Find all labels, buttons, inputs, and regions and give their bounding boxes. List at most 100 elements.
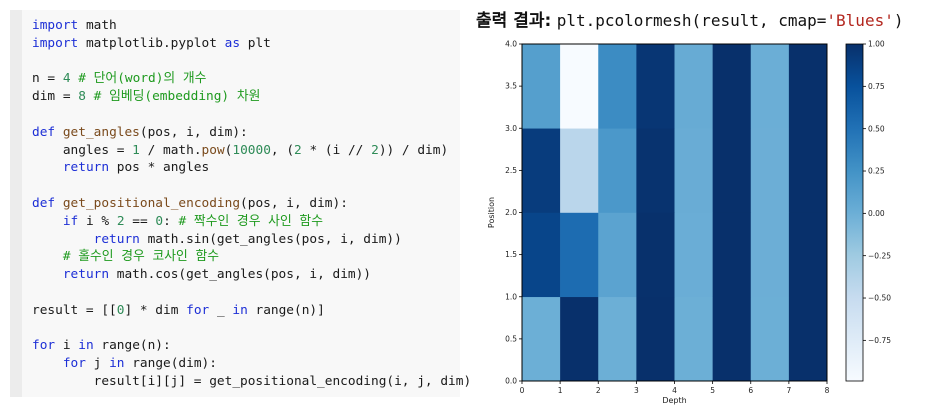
x-tick-label: 4 [672, 386, 677, 395]
code-token: math.sin(get_angles(pos, i, dim)) [139, 231, 402, 247]
output-code-string: 'Blues' [826, 11, 894, 30]
code-token: import [32, 18, 79, 33]
colorbar-axis: 1.00 0.75 0.50 0.25 0.00 −0.25 −0.50 −0.75 [863, 40, 891, 345]
code-token: , ( [270, 142, 295, 158]
code-line: # 홀수인 경우 코사인 함수 [32, 248, 471, 266]
heatmap-cell [788, 296, 828, 382]
code-token: return [62, 160, 110, 176]
y-axis-label: Position [487, 197, 496, 228]
heatmap-cell [712, 44, 752, 129]
code-token: # 짝수인 경우 사인 함수 [178, 213, 323, 229]
code-token: : [163, 213, 179, 229]
code-line: n = 4 # 단어(word)의 개수 [32, 70, 471, 88]
colorbar-tick-label: −0.50 [868, 294, 891, 303]
heatmap-cell [750, 44, 790, 129]
heatmap-cell [712, 212, 752, 298]
code-token: get_positional_encoding [62, 195, 241, 211]
y-tick-label: 2.5 [505, 166, 517, 175]
heatmap-cell [636, 296, 675, 382]
colorbar-tick-label: 0.50 [868, 124, 885, 133]
code-token: (pos, i, dim): [139, 124, 248, 140]
x-tick-label: 2 [596, 386, 601, 395]
code-line: if i % 2 == 0: # 짝수인 경우 사인 함수 [32, 213, 471, 231]
output-title: 출력 결과: plt.pcolormesh(result, cmap='Blue… [476, 6, 903, 31]
y-axis: 0.0 0.5 1.0 1.5 2.0 2.5 3.0 3.5 4.0 [505, 40, 522, 386]
code-panel: import math import matplotlib.pyplot as p… [10, 10, 471, 397]
heatmap-cell [788, 44, 828, 129]
code-token: angles = [32, 142, 133, 158]
code-token [32, 249, 63, 264]
code-line: for j in range(dim): [32, 355, 471, 373]
y-tick-label: 1.0 [505, 292, 517, 301]
heatmap-cell [674, 128, 713, 213]
code-token: dim = [32, 89, 79, 105]
code-line [32, 284, 471, 302]
code-token: 2 [116, 213, 125, 229]
code-token: for [32, 338, 56, 354]
colorbar-tick-label: 0.75 [868, 82, 885, 91]
code-token: (pos, i, dim): [240, 195, 348, 211]
code-token [55, 196, 63, 211]
code-token: _ [209, 302, 233, 318]
heatmap-cell [522, 128, 561, 213]
heatmap-cell [750, 296, 790, 382]
heatmap-cells [522, 44, 828, 382]
code-token: 4 [62, 71, 71, 87]
x-tick-label: 3 [634, 386, 639, 395]
code-token: result = [[ [32, 302, 117, 318]
heatmap-cell [788, 212, 828, 298]
code-token [55, 125, 63, 140]
code-token: 10000 [232, 142, 271, 158]
heatmap-cell [522, 44, 561, 129]
code-token: # 단어(word)의 개수 [70, 71, 207, 87]
code-token: def [32, 124, 56, 140]
colorbar [845, 43, 864, 382]
code-token: j [85, 356, 110, 372]
heatmap-cell [750, 128, 790, 213]
y-tick-label: 1.5 [505, 250, 517, 259]
code-line [32, 106, 471, 124]
code-token: % [101, 213, 110, 229]
heatmap-cell [750, 212, 790, 298]
code-token: range(n)] [247, 302, 325, 318]
code-token: if [62, 213, 79, 229]
code-token: pos * angles [109, 160, 210, 176]
heatmap-cell [598, 296, 637, 382]
code-line [32, 53, 471, 71]
y-tick-label: 3.0 [505, 124, 517, 133]
code-token: range(n): [93, 338, 171, 354]
y-tick-label: 0.5 [505, 334, 517, 343]
heatmap-cell [636, 128, 675, 213]
heatmap-cell [674, 296, 713, 382]
code-token: in [78, 338, 94, 354]
code-token: n = [32, 71, 63, 87]
code-token: def [32, 195, 56, 211]
heatmap-cell [560, 212, 599, 298]
code-token: math.cos(get_angles(pos, i, dim)) [109, 267, 372, 283]
colorbar-tick-label: 0.00 [868, 209, 885, 218]
code-token [32, 214, 63, 229]
heatmap-cell [522, 296, 561, 382]
colorbar-tick-label: 1.00 [868, 40, 885, 49]
code-line: dim = 8 # 임베딩(embedding) 차원 [32, 88, 471, 106]
code-token: i [78, 213, 102, 229]
code-line [32, 320, 471, 338]
heatmap-cell [674, 212, 713, 298]
x-tick-label: 6 [748, 386, 753, 395]
code-token [32, 356, 63, 371]
code-token: 2 [294, 142, 302, 158]
output-label: 출력 결과: [476, 11, 552, 31]
code-line: def get_positional_encoding(pos, i, dim)… [32, 195, 471, 213]
code-line: angles = 1 / math.pow(10000, (2 * (i // … [32, 142, 471, 160]
heatmap-chart: 0 1 2 3 4 5 6 7 8 0.0 0.5 1.0 1.5 2.0 2.5 3.0 3.5 4.0 De… [487, 40, 891, 405]
code-token: math [78, 18, 117, 33]
code-token: ] * dim [124, 302, 187, 318]
code-token: 0 [155, 213, 164, 229]
code-token: for [62, 356, 86, 372]
x-axis-label: Depth [662, 396, 686, 405]
heatmap-cell [598, 212, 637, 298]
code-token: i [55, 338, 79, 354]
code-token: import [32, 35, 79, 51]
y-tick-label: 0.0 [505, 377, 517, 386]
code-line: import math [32, 17, 471, 35]
